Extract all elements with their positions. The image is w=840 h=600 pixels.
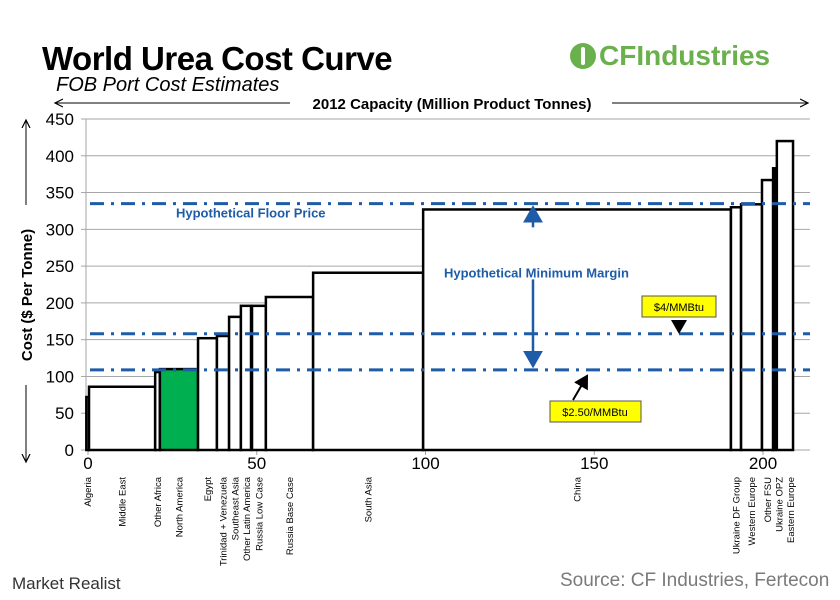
- region-label: South Asia: [364, 476, 375, 522]
- cost-bar-ukraine-df-group: [729, 206, 743, 452]
- y-axis-label: Cost ($ Per Tonne): [19, 229, 36, 361]
- callout-box-250: [549, 400, 642, 423]
- region-label: Southeast Asia: [230, 476, 241, 540]
- region-label: Russia Base Case: [285, 477, 296, 555]
- cost-bar-russia-low-case: [250, 304, 268, 452]
- x-tick-label: 50: [247, 454, 266, 473]
- y-tick-label: 50: [55, 404, 74, 423]
- cost-bar-south-asia: [311, 271, 425, 452]
- y-tick-label: 400: [46, 147, 74, 166]
- region-label: Ukraine DF Group: [732, 477, 743, 554]
- region-label: Other Latin America: [242, 476, 253, 561]
- x-tick-label: 0: [83, 454, 92, 473]
- y-tick-label: 0: [65, 441, 74, 460]
- chart-title: World Urea Cost Curve: [42, 40, 393, 77]
- region-label: Other FSU: [763, 477, 774, 523]
- region-label: Other Africa: [153, 476, 164, 527]
- y-tick-label: 250: [46, 257, 74, 276]
- region-label: Russia Low Case: [254, 477, 265, 551]
- y-tick-label: 300: [46, 220, 74, 239]
- region-label: Eastern Europe: [786, 477, 797, 543]
- y-tick-label: 150: [46, 331, 74, 350]
- region-label: Western Europe: [747, 477, 758, 545]
- y-tick-label: 200: [46, 294, 74, 313]
- cf-industries-logo: CFIndustries: [570, 40, 770, 72]
- callout-box-4: [641, 295, 717, 318]
- x-tick-label: 150: [580, 454, 608, 473]
- x-axis-label: 2012 Capacity (Million Product Tonnes): [313, 96, 592, 113]
- region-label: Trinidad + Venezuela: [219, 476, 230, 566]
- cost-bar-middle-east: [87, 385, 157, 452]
- cost-bar-southeast-asia: [227, 315, 243, 452]
- cost-bar-ukraine-opz: [771, 167, 777, 452]
- cost-bar-western-europe: [739, 203, 764, 452]
- region-label: Ukraine OPZ: [775, 477, 786, 532]
- region-label: North America: [174, 476, 185, 537]
- cost-bar-other-fsu: [760, 178, 775, 452]
- cost-bar-north-america: [158, 367, 200, 452]
- callout-4-mmbtu: $4/MMBtu: [654, 302, 704, 314]
- floor-price-label: Hypothetical Floor Price: [176, 206, 326, 221]
- cost-bar-russia-base-case: [264, 295, 315, 452]
- y-tick-label: 350: [46, 184, 74, 203]
- region-label: Egypt: [203, 477, 214, 502]
- x-tick-label: 200: [749, 454, 777, 473]
- cost-bar-trinidad-venezuela: [215, 334, 231, 452]
- cost-bar-other-latin-america: [239, 304, 253, 452]
- chart-subtitle: FOB Port Cost Estimates: [56, 74, 280, 96]
- x-tick-label: 100: [411, 454, 439, 473]
- market-realist-watermark: Market Realist: [12, 574, 121, 593]
- y-tick-label: 450: [46, 110, 74, 129]
- callout-250-mmbtu: $2.50/MMBtu: [562, 407, 627, 419]
- leaf-icon: [570, 43, 596, 69]
- cost-bar-egypt: [196, 336, 219, 452]
- source-note: Source: CF Industries, Fertecon: [560, 570, 830, 591]
- region-label: China: [573, 476, 584, 502]
- region-label: Algeria: [83, 476, 94, 506]
- region-label: Middle East: [118, 477, 129, 527]
- logo-text: CFIndustries: [599, 40, 771, 71]
- y-tick-label: 100: [46, 367, 74, 386]
- callout-arrow: [572, 374, 589, 401]
- cost-bar-eastern-europe: [775, 139, 795, 452]
- margin-label: Hypothetical Minimum Margin: [444, 266, 629, 281]
